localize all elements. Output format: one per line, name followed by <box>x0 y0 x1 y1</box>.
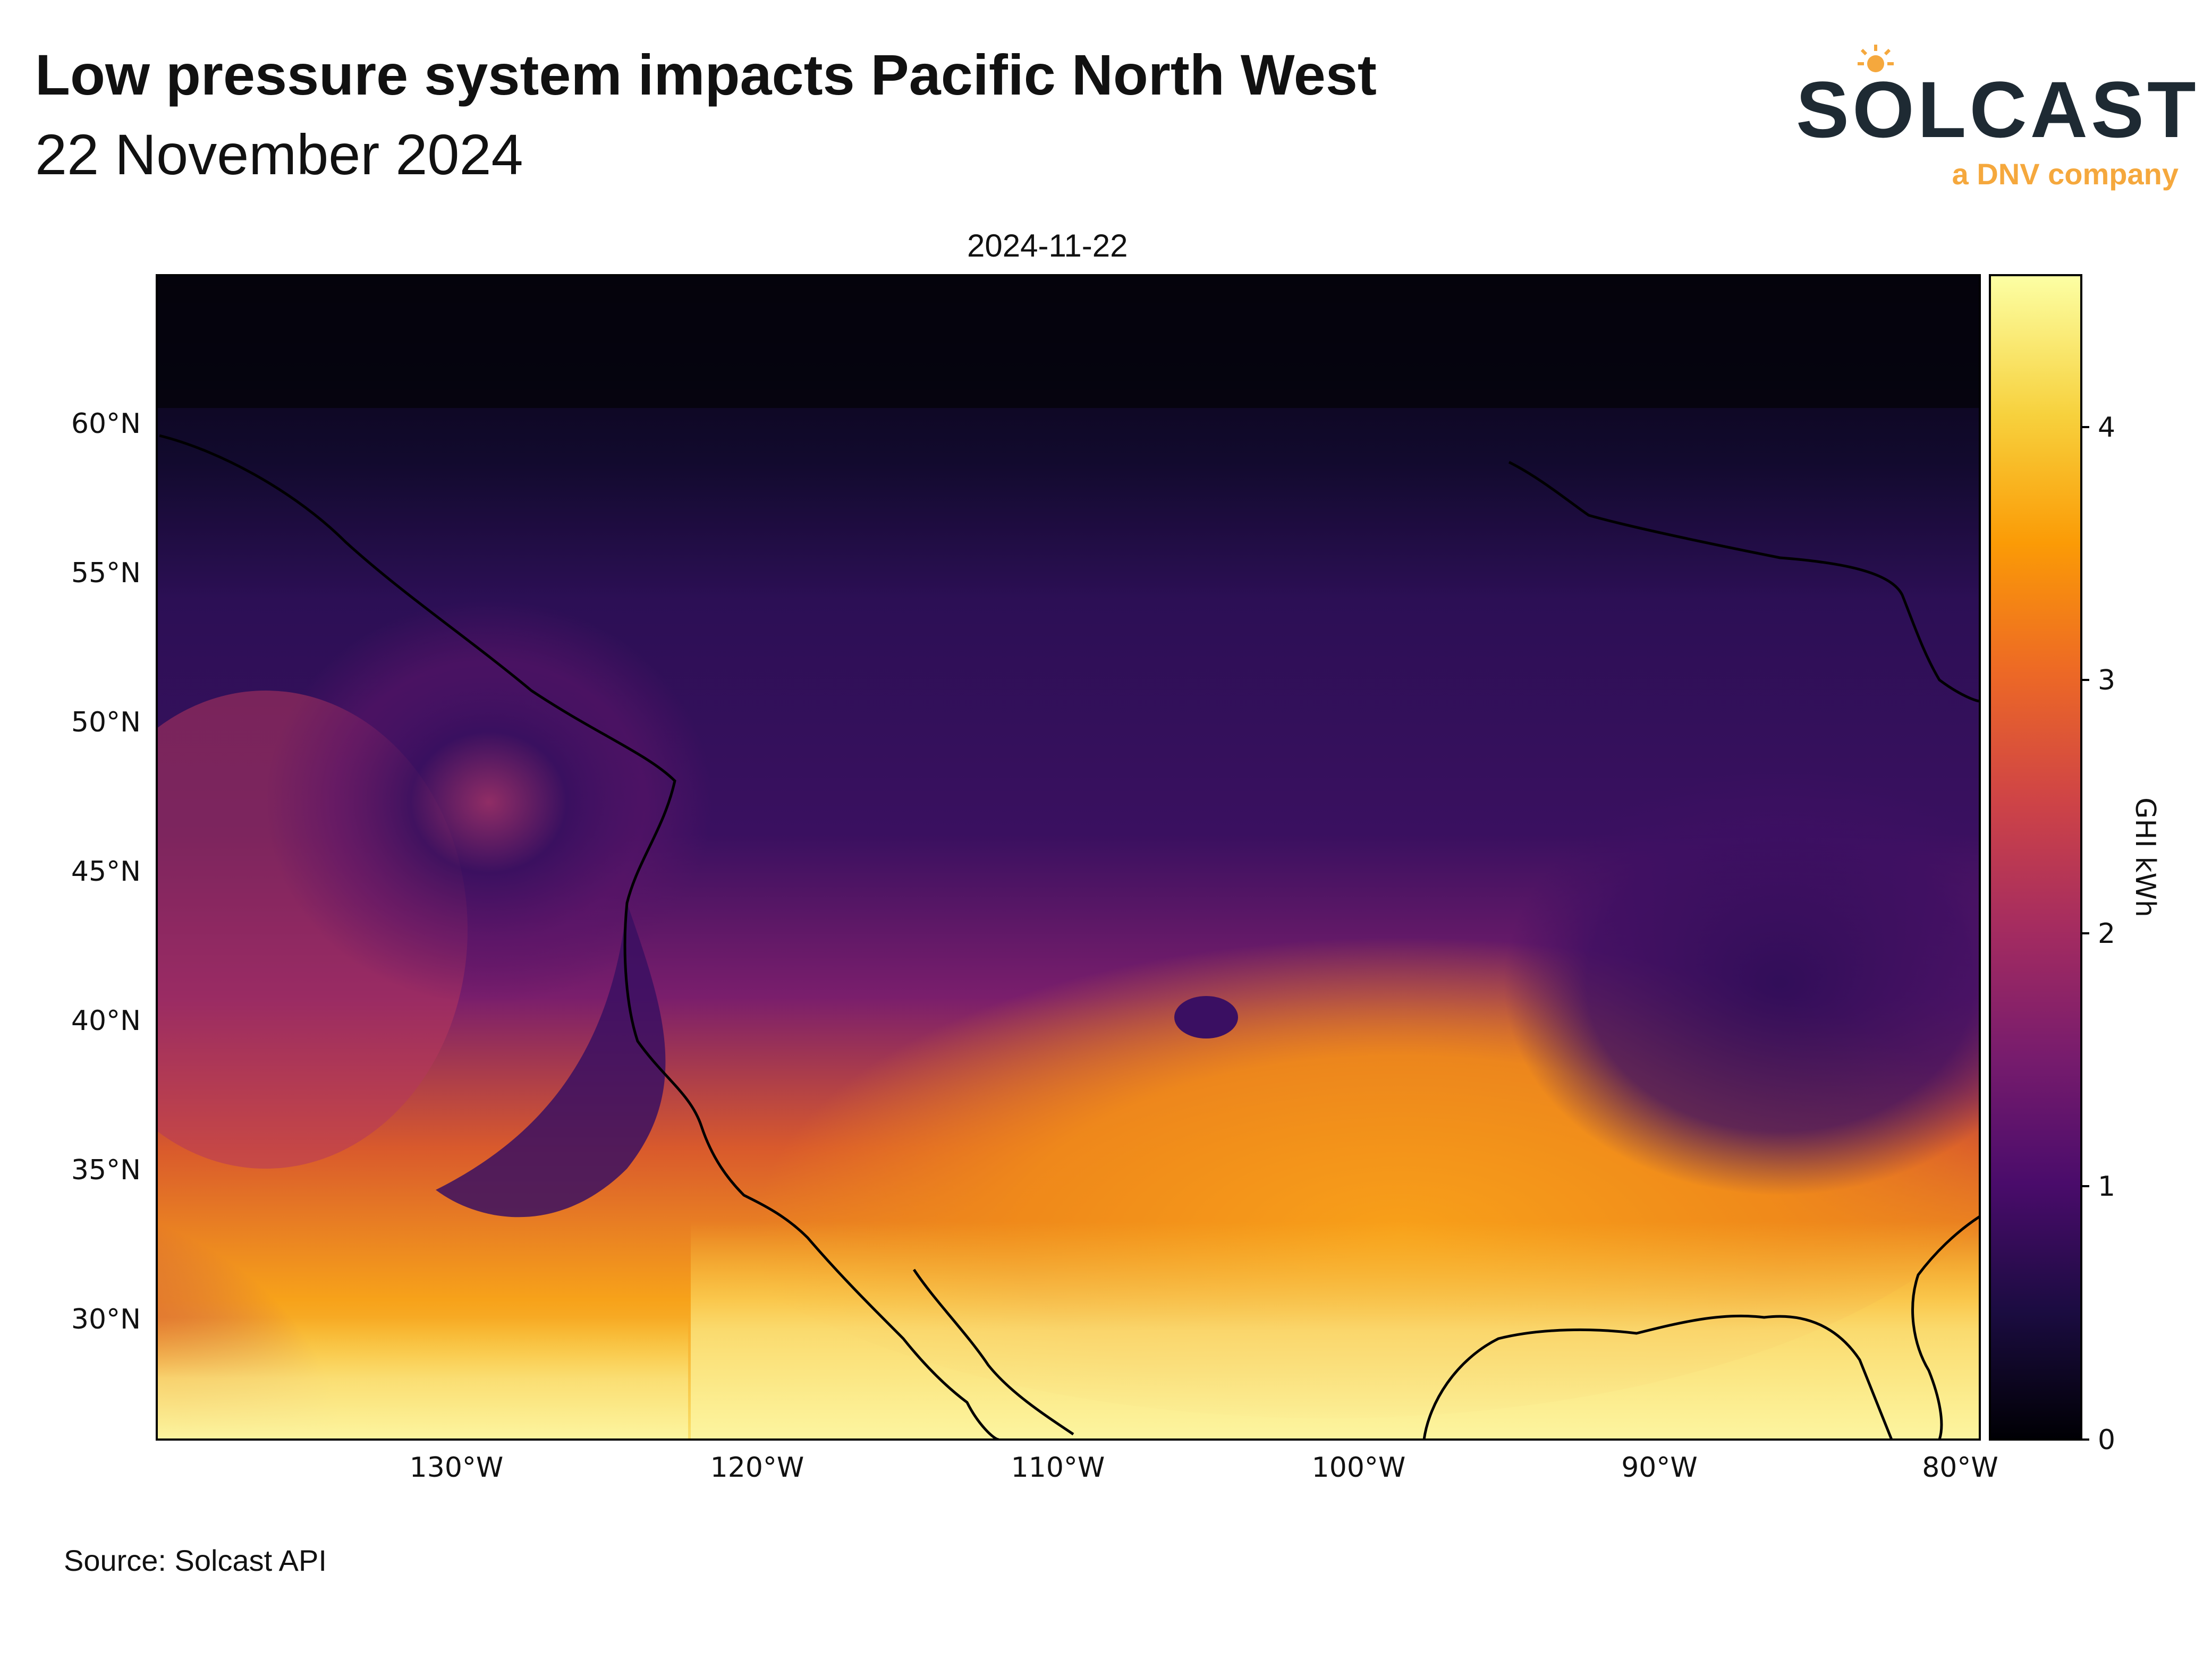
colorbar-gradient <box>1989 274 2082 1441</box>
coastlines <box>159 434 1980 1440</box>
colorbar-title: GHI kWh <box>2129 797 2161 917</box>
lon-axis: 130°W 120°W 110°W 100°W 90°W 80°W <box>410 1452 1998 1484</box>
lon-tick-label: 100°W <box>1312 1452 1406 1484</box>
hudson-bay-coastline <box>1508 461 1980 703</box>
colorbar-tick-label: 0 <box>2098 1424 2115 1456</box>
gulf-coastline <box>1422 1314 1893 1440</box>
raster-sw-yellow <box>157 1317 688 1440</box>
lat-axis: 60°N 55°N 50°N 45°N 40°N 35°N 30°N <box>71 408 141 1335</box>
raster-south-yellow <box>691 1222 1980 1440</box>
colorbar-tick-label: 3 <box>2098 665 2115 696</box>
lon-tick-label: 110°W <box>1011 1452 1105 1484</box>
lon-tick-label: 80°W <box>1922 1452 1998 1484</box>
colorbar-tick-label: 4 <box>2098 412 2115 444</box>
logo-tagline: a DNV company <box>1952 157 2179 191</box>
pacific-coastline <box>159 434 999 1440</box>
raster-coastal-cloud <box>436 903 666 1218</box>
colorbar-tick-label: 1 <box>2098 1171 2115 1203</box>
logo-wordmark: SOLCAST <box>1796 65 2199 154</box>
lat-tick-label: 60°N <box>71 408 141 440</box>
lat-tick-label: 50°N <box>71 706 141 738</box>
lon-tick-label: 130°W <box>410 1452 504 1484</box>
raster-cloud-patch <box>1174 996 1238 1038</box>
raster-north-dark <box>157 275 1980 408</box>
baja-gulf-coastline <box>912 1269 1074 1436</box>
solcast-logo: SOLCAST a DNV company <box>1796 42 2196 202</box>
colorbar-tick-label: 2 <box>2098 918 2115 950</box>
source-note: Source: Solcast API <box>64 1544 327 1577</box>
ghi-raster <box>157 275 1980 1440</box>
chart-title: Low pressure system impacts Pacific Nort… <box>35 42 1377 107</box>
lat-tick-label: 40°N <box>71 1005 141 1037</box>
sun-icon <box>1858 45 1894 72</box>
lat-tick-label: 55°N <box>71 557 141 589</box>
lon-tick-label: 90°W <box>1621 1452 1698 1484</box>
colorbar: 0 1 2 3 4 GHI kWh <box>1989 274 2161 1456</box>
lat-tick-label: 30°N <box>71 1304 141 1335</box>
chart-subtitle: 22 November 2024 <box>35 122 523 186</box>
atlantic-coastline <box>1911 1215 1980 1440</box>
lon-tick-label: 120°W <box>710 1452 804 1484</box>
raster-eastern-cloud <box>1504 770 1980 1195</box>
map-date-label: 2024-11-22 <box>967 228 1128 263</box>
lat-tick-label: 45°N <box>71 856 141 888</box>
lat-tick-label: 35°N <box>71 1154 141 1186</box>
map-frame <box>156 274 1981 1441</box>
raster-low-swirl <box>266 600 712 1004</box>
